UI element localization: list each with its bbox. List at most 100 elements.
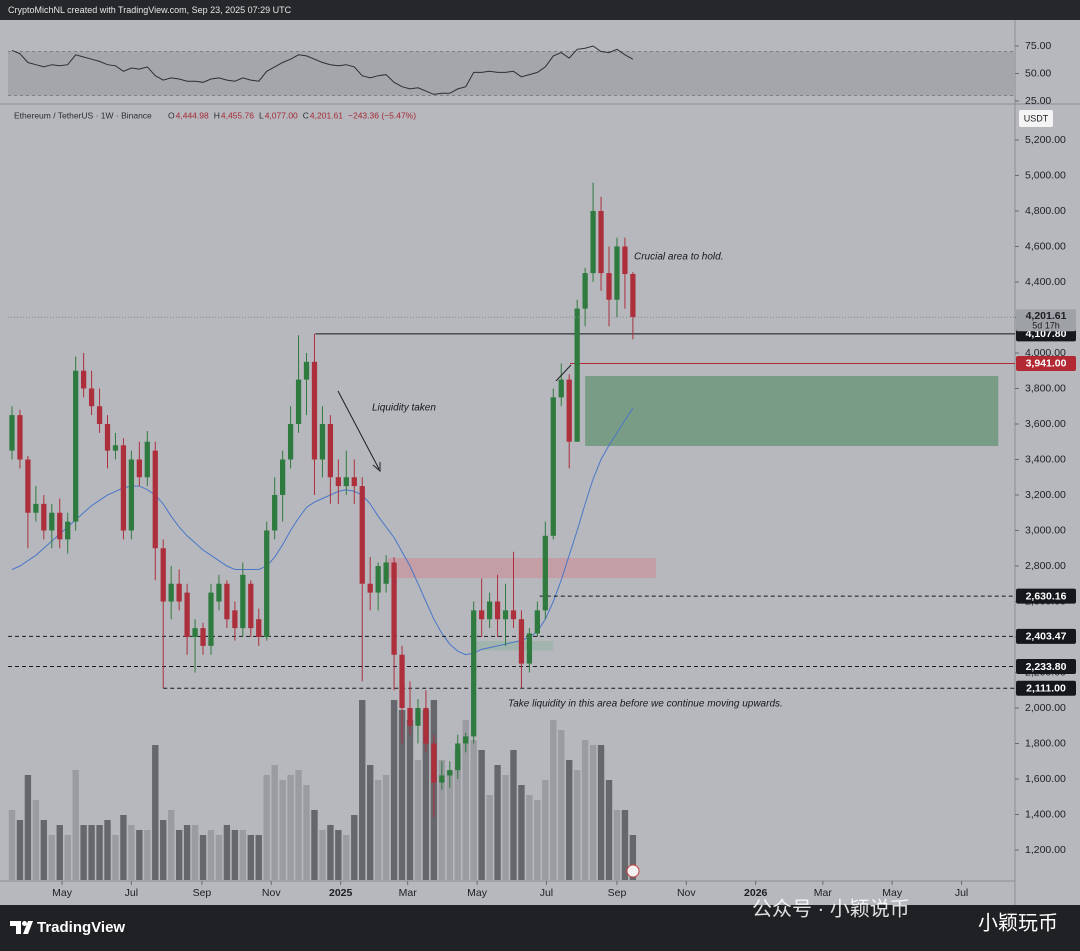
candle-body xyxy=(423,707,429,744)
volume-bar xyxy=(247,835,254,880)
volume-bar xyxy=(160,820,167,880)
candle-body xyxy=(232,610,238,629)
volume-bar xyxy=(319,830,326,880)
candle-body xyxy=(494,601,501,620)
volume-bar xyxy=(462,720,469,880)
volume-bar xyxy=(398,710,406,880)
candle-body xyxy=(558,379,564,398)
last-price-label: 4,201.61 xyxy=(1026,310,1067,322)
y-tick-label: 4,000.00 xyxy=(1025,347,1066,359)
volume-bar xyxy=(80,825,87,880)
candle-body xyxy=(582,273,588,309)
candle-body xyxy=(311,361,318,460)
candle-body xyxy=(502,610,509,620)
level-label: 2,111.00 xyxy=(1026,683,1066,695)
x-tick-label: Sep xyxy=(608,887,627,899)
tradingview-logo xyxy=(10,921,33,934)
branding: TradingView xyxy=(37,919,125,936)
volume-bar xyxy=(351,815,358,880)
event-icon[interactable] xyxy=(626,864,640,878)
volume-bar xyxy=(502,775,509,880)
candle-body xyxy=(200,628,206,646)
level-label-box xyxy=(1016,588,1076,604)
candle-body xyxy=(136,459,142,478)
rsi-tick-label: 25.00 xyxy=(1025,95,1051,107)
plot-layer xyxy=(8,45,1015,880)
credit: CryptoMichNL created with TradingView.co… xyxy=(8,5,292,15)
rsi-tick-label: 50.00 xyxy=(1025,67,1051,79)
candle-body xyxy=(272,494,278,531)
volume-bar xyxy=(271,765,278,880)
volume-bar xyxy=(128,825,135,880)
x-tick-label: 2026 xyxy=(744,887,768,899)
candle-body xyxy=(144,441,150,478)
volume-bar xyxy=(558,730,565,880)
volume-bar xyxy=(621,810,629,880)
volume-bar xyxy=(56,825,63,880)
volume-bar xyxy=(422,710,430,880)
level-label: 3,941.00 xyxy=(1026,358,1067,370)
candle-body xyxy=(176,583,182,602)
candle-body xyxy=(25,459,31,513)
y-tick-label: 3,800.00 xyxy=(1025,382,1066,394)
rsi-band xyxy=(8,51,1015,96)
volume-bar xyxy=(597,745,605,880)
volume-bar xyxy=(390,700,398,880)
annotation: Crucial area to hold. xyxy=(634,252,724,263)
y-tick-label: 1,600.00 xyxy=(1025,773,1066,785)
candle-body xyxy=(622,246,628,274)
y-tick-label: 3,000.00 xyxy=(1025,524,1066,536)
volume-bar xyxy=(303,785,310,880)
candle-body xyxy=(391,562,397,655)
level-label-box xyxy=(1016,680,1076,696)
arrow-head xyxy=(372,462,381,473)
y-tick-label: 2,000.00 xyxy=(1025,702,1066,714)
volume-bar xyxy=(510,750,517,880)
candle-body xyxy=(566,379,572,442)
volume-bar xyxy=(605,780,613,880)
currency[interactable]: USDT xyxy=(1024,113,1049,123)
x-tick-label: May xyxy=(882,887,903,899)
candle-body xyxy=(41,503,47,531)
volume-bar xyxy=(136,830,143,880)
candle-body xyxy=(526,633,533,664)
y-tick-label: 3,200.00 xyxy=(1025,489,1066,501)
y-tick-label: 4,400.00 xyxy=(1025,276,1066,288)
candle-body xyxy=(303,361,310,380)
volume-bar xyxy=(207,830,215,880)
level-label-box xyxy=(1016,355,1076,371)
volume-bar xyxy=(526,795,533,880)
currency-button[interactable] xyxy=(1019,110,1053,127)
volume-bar xyxy=(494,765,501,880)
legend-key: L xyxy=(259,110,264,120)
arrow-line xyxy=(337,390,380,470)
level-label: 2,630.16 xyxy=(1026,590,1067,602)
volume-bar xyxy=(311,810,318,880)
volume-bar xyxy=(199,835,207,880)
trend-line xyxy=(555,364,572,382)
volume-bar xyxy=(183,825,191,880)
candle-body xyxy=(264,530,270,637)
candle-body xyxy=(343,477,349,487)
last-price-box xyxy=(1016,309,1076,332)
zone xyxy=(475,641,554,651)
volume-bar xyxy=(550,720,557,880)
candle-body xyxy=(534,610,540,634)
volume-bar xyxy=(104,820,111,880)
footer-bar xyxy=(0,905,1080,951)
volume-bar xyxy=(406,720,414,880)
volume-bar xyxy=(374,780,382,880)
candle-body xyxy=(439,775,445,783)
y-tick-label: 4,600.00 xyxy=(1025,240,1066,252)
candle-body xyxy=(510,610,517,620)
candle-body xyxy=(614,246,620,300)
candle-body xyxy=(550,397,556,536)
candle-body xyxy=(192,628,198,637)
volume-bar xyxy=(120,815,127,880)
candle-body xyxy=(542,535,548,611)
annotation: Take liquidity in this area before we co… xyxy=(508,699,783,710)
candle-body xyxy=(455,743,461,771)
legend-value: 4,201.61 xyxy=(310,110,343,120)
